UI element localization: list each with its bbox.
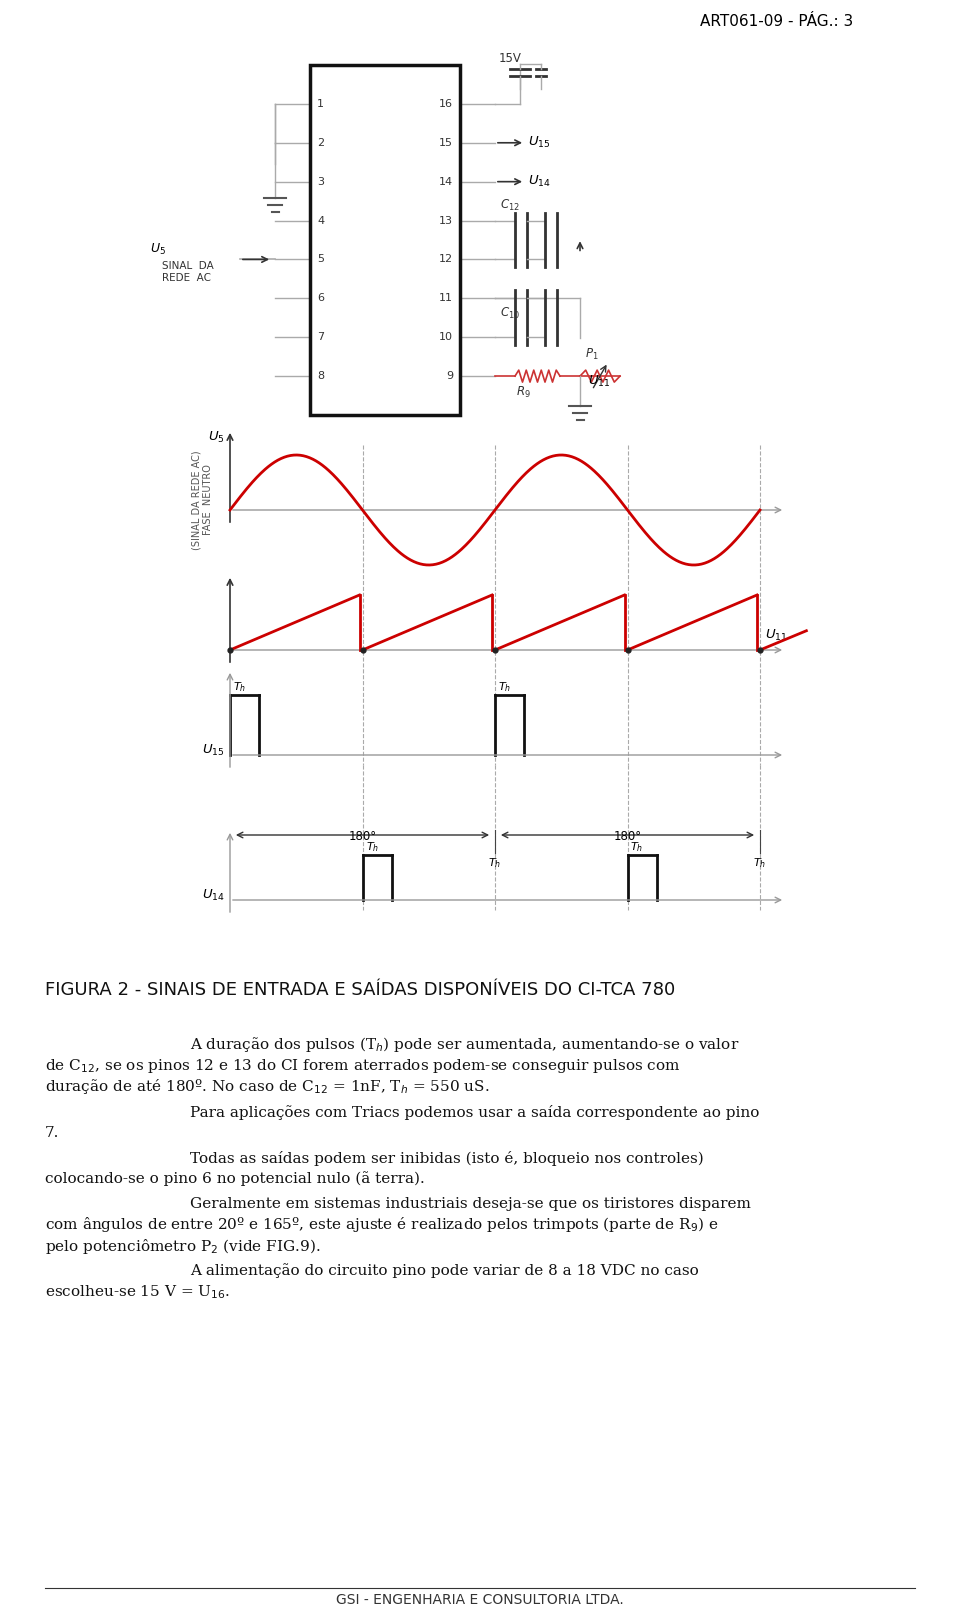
Text: $U_{14}$: $U_{14}$ xyxy=(528,175,551,189)
Text: 9: 9 xyxy=(445,372,453,382)
Text: $T_h$: $T_h$ xyxy=(631,841,644,854)
Text: de C$_{12}$, se os pinos 12 e 13 do CI forem aterrados podem-se conseguir pulsos: de C$_{12}$, se os pinos 12 e 13 do CI f… xyxy=(45,1058,681,1075)
Text: $R_9$: $R_9$ xyxy=(516,385,530,399)
Text: 15: 15 xyxy=(439,137,453,147)
Text: 7: 7 xyxy=(317,331,324,343)
Text: 12: 12 xyxy=(439,254,453,265)
Text: 6: 6 xyxy=(317,293,324,304)
Text: 14: 14 xyxy=(439,176,453,186)
Text: 11: 11 xyxy=(439,293,453,304)
Text: $U_{11}$: $U_{11}$ xyxy=(588,374,611,388)
Text: pelo potenciômetro P$_2$ (vide FIG.9).: pelo potenciômetro P$_2$ (vide FIG.9). xyxy=(45,1237,321,1255)
Text: GSI - ENGENHARIA E CONSULTORIA LTDA.: GSI - ENGENHARIA E CONSULTORIA LTDA. xyxy=(336,1593,624,1607)
Text: ART061-09 - PÁG.: 3: ART061-09 - PÁG.: 3 xyxy=(700,15,853,29)
Text: A alimentação do circuito pino pode variar de 8 a 18 VDC no caso: A alimentação do circuito pino pode vari… xyxy=(190,1263,699,1279)
Text: 2: 2 xyxy=(317,137,324,147)
Text: $T_h$: $T_h$ xyxy=(233,681,246,694)
Text: 10: 10 xyxy=(439,331,453,343)
Text: $P_1$: $P_1$ xyxy=(586,346,599,362)
Bar xyxy=(310,65,460,416)
Text: $C_{12}$: $C_{12}$ xyxy=(500,197,520,213)
Text: 15V: 15V xyxy=(498,52,521,65)
Text: colocando-se o pino 6 no potencial nulo (ã terra).: colocando-se o pino 6 no potencial nulo … xyxy=(45,1172,424,1187)
Text: Para aplicações com Triacs podemos usar a saída correspondente ao pino: Para aplicações com Triacs podemos usar … xyxy=(190,1104,759,1119)
Text: $U_{14}$: $U_{14}$ xyxy=(202,888,225,902)
Text: Geralmente em sistemas industriais deseja-se que os tiristores disparem: Geralmente em sistemas industriais desej… xyxy=(190,1197,751,1211)
Text: A duração dos pulsos (T$_h$) pode ser aumentada, aumentando-se o valor: A duração dos pulsos (T$_h$) pode ser au… xyxy=(190,1035,739,1054)
Text: (SINAL DA REDE AC)
FASE  NEUTRO: (SINAL DA REDE AC) FASE NEUTRO xyxy=(191,450,213,550)
Text: Todas as saídas podem ser inibidas (isto é, bloqueio nos controles): Todas as saídas podem ser inibidas (isto… xyxy=(190,1151,704,1166)
Text: $T_h$: $T_h$ xyxy=(754,855,767,870)
Text: 16: 16 xyxy=(439,99,453,108)
Text: 1: 1 xyxy=(317,99,324,108)
Text: 7.: 7. xyxy=(45,1125,60,1140)
Text: $U_{11}$: $U_{11}$ xyxy=(765,627,787,644)
Text: $T_h$: $T_h$ xyxy=(489,855,501,870)
Text: 4: 4 xyxy=(317,215,324,225)
Text: 3: 3 xyxy=(317,176,324,186)
Text: 8: 8 xyxy=(317,372,324,382)
Text: $C_{10}$: $C_{10}$ xyxy=(500,306,520,320)
Text: $T_h$: $T_h$ xyxy=(366,841,378,854)
Text: $U_{15}$: $U_{15}$ xyxy=(528,136,551,150)
Text: 13: 13 xyxy=(439,215,453,225)
Text: escolheu-se 15 V = U$_{16}$.: escolheu-se 15 V = U$_{16}$. xyxy=(45,1284,230,1300)
Text: $U_5$: $U_5$ xyxy=(150,243,166,257)
Text: SINAL  DA: SINAL DA xyxy=(162,262,214,272)
Text: REDE  AC: REDE AC xyxy=(162,273,211,283)
Text: $U_{15}$: $U_{15}$ xyxy=(203,742,225,757)
Text: FIGURA 2 - SINAIS DE ENTRADA E SAÍDAS DISPONÍVEIS DO CI-TCA 780: FIGURA 2 - SINAIS DE ENTRADA E SAÍDAS DI… xyxy=(45,982,675,999)
Text: $U_5$: $U_5$ xyxy=(208,430,225,445)
Text: 5: 5 xyxy=(317,254,324,265)
Text: 180°: 180° xyxy=(613,830,641,842)
Text: $T_h$: $T_h$ xyxy=(498,681,511,694)
Text: duração de até 180º. No caso de C$_{12}$ = 1nF, T$_h$ = 550 uS.: duração de até 180º. No caso de C$_{12}$… xyxy=(45,1077,490,1096)
Text: com ângulos de entre 20º e 165º, este ajuste é realizado pelos trimpots (parte d: com ângulos de entre 20º e 165º, este aj… xyxy=(45,1216,718,1234)
Text: 180°: 180° xyxy=(348,830,376,842)
